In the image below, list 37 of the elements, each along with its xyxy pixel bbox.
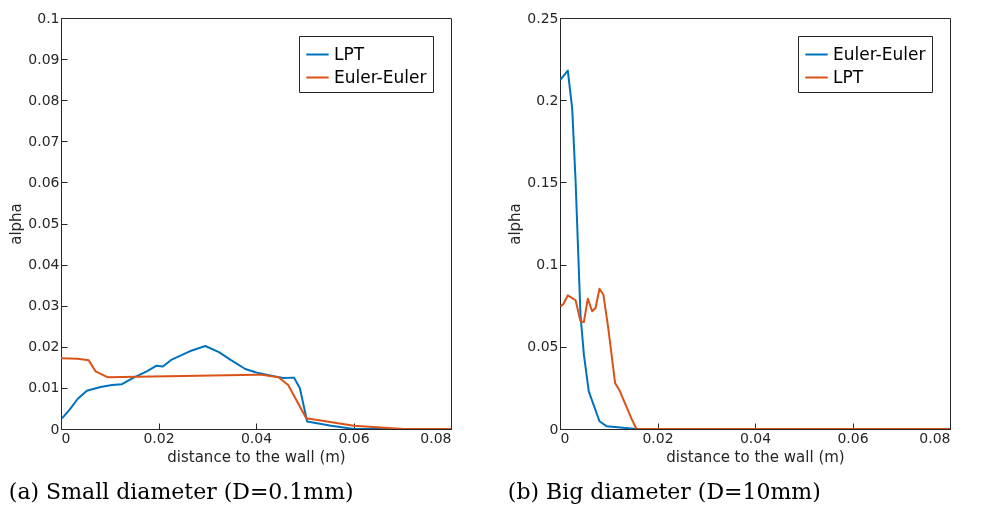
y-tick-label: 0.06 <box>28 173 60 190</box>
x-tick-label: 0 <box>560 429 570 446</box>
y-tick-label: 0.07 <box>28 132 60 149</box>
y-tick-label: 0.15 <box>527 173 559 190</box>
legend-label: LPT <box>334 43 365 64</box>
y-tick-label: 0.03 <box>28 297 60 314</box>
x-axis-title: distance to the wall (m) <box>167 447 346 466</box>
text: (a) Small diameter (D=0.1mm) <box>8 479 354 504</box>
x-axis-title: distance to the wall (m) <box>666 447 845 466</box>
x-tick-label: 0.02 <box>143 429 175 446</box>
y-tick-label: 0.1 <box>536 256 559 273</box>
legend-label: Euler-Euler <box>334 66 427 87</box>
y-tick-label: 0.08 <box>28 91 60 108</box>
y-tick-label: 0.01 <box>28 379 60 396</box>
y-tick-label: 0.09 <box>28 50 60 67</box>
x-tick-label: 0 <box>61 429 71 446</box>
x-tick-label: 0.08 <box>919 429 951 446</box>
y-tick-label: 0.04 <box>28 256 60 273</box>
text: (b) Big diameter (D=10mm) <box>507 479 821 504</box>
line-series <box>61 357 451 429</box>
line-series <box>560 287 950 429</box>
legend-label: Euler-Euler <box>833 43 926 64</box>
y-axis-title: alpha <box>506 203 525 245</box>
x-tick-label: 0.02 <box>642 429 674 446</box>
y-tick-label: 0.2 <box>536 91 559 108</box>
x-tick-label: 0.04 <box>240 429 273 446</box>
x-tick-label: 0.08 <box>420 429 452 446</box>
y-tick-label: 0.05 <box>527 338 559 355</box>
y-tick-label: 0.05 <box>28 215 60 231</box>
x-tick-label: 0.04 <box>739 429 772 446</box>
y-tick-label: 0.1 <box>37 9 60 26</box>
y-tick-label: 0.02 <box>28 338 60 355</box>
x-tick-label: 0.06 <box>338 429 370 446</box>
x-tick-label: 0.06 <box>837 429 869 446</box>
legend-label: LPT <box>833 66 864 87</box>
y-axis-title: alpha <box>7 203 26 245</box>
y-tick-label: 0.25 <box>527 9 559 26</box>
